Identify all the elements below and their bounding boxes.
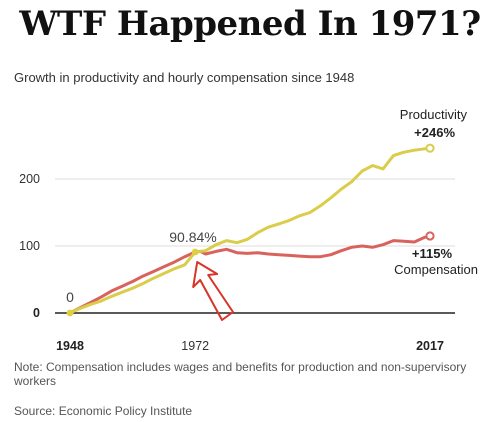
x-tick-label: 1972	[181, 339, 209, 353]
grid-layer	[55, 178, 455, 314]
divergence-point-marker	[191, 248, 199, 256]
x-tick-label: 1948	[56, 339, 84, 353]
arrow-outline	[192, 261, 234, 321]
series-line-productivity	[68, 146, 432, 315]
annotation-1972-value: 90.84%	[169, 229, 216, 245]
headline: WTF Happened In 1971?	[19, 4, 481, 44]
series-end-value-productivity: +246%	[414, 125, 455, 140]
chart-note: Note: Compensation includes wages and be…	[14, 360, 467, 388]
chart-source: Source: Economic Policy Institute	[14, 404, 193, 418]
label-layer: 0 100 200 1948 1972 2017 Productivity +246% +115…	[19, 107, 478, 353]
endpoint-marker-productivity	[425, 143, 435, 153]
start-point-marker	[66, 309, 74, 317]
series-label-compensation: Compensation	[394, 262, 478, 277]
y-tick-label: 100	[19, 239, 40, 253]
chart-title: Growth in productivity and hourly compen…	[14, 70, 355, 85]
x-tick-label: 2017	[416, 339, 444, 353]
y-tick-label: 200	[19, 172, 40, 186]
series-end-value-compensation: +115%	[412, 246, 453, 261]
series-layer	[66, 143, 435, 317]
series-line-compensation	[68, 234, 432, 315]
highlight-arrow	[192, 261, 234, 321]
endpoint-marker-compensation	[425, 231, 435, 241]
annotation-start-value: 0	[66, 289, 74, 305]
y-tick-label: 0	[33, 306, 40, 320]
series-label-productivity: Productivity	[400, 107, 468, 122]
